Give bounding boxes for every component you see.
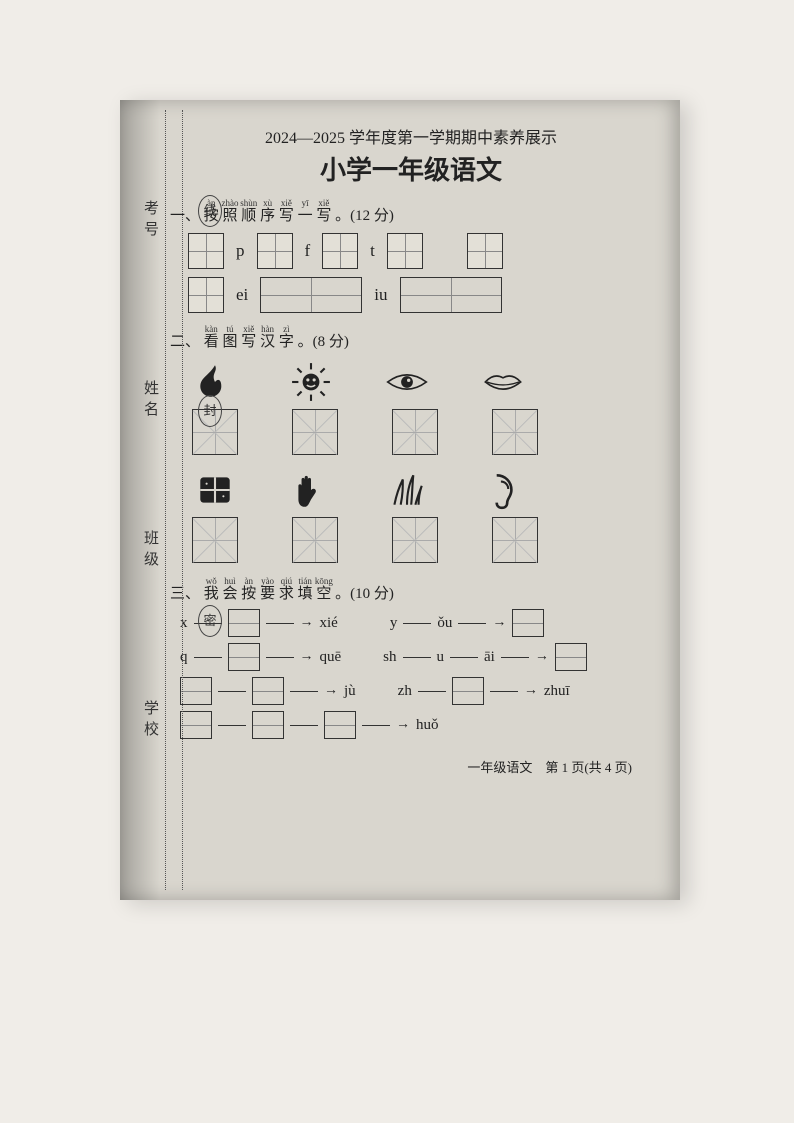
q1-row1: p f t [188,233,652,269]
pinyin-letter: u [437,649,445,666]
mouth-icon [482,361,524,403]
answer-box[interactable] [188,277,224,313]
answer-box-wide[interactable] [260,277,362,313]
mi-box[interactable] [292,517,338,563]
pinyin-target: zhuī [544,683,570,700]
mi-box[interactable] [492,409,538,455]
q3-body: x → xié y ǒu → q → quē sh u āi → → jù [180,609,652,739]
answer-box[interactable] [324,711,356,739]
answer-box[interactable] [180,677,212,705]
answer-box[interactable] [452,677,484,705]
answer-box[interactable] [188,233,224,269]
header-line2: 小学一年级语文 [170,150,652,187]
q1-tail: 。(12 分) [335,208,394,224]
pinyin-letter: zh [398,683,412,700]
mi-box[interactable] [292,409,338,455]
mi-box[interactable] [392,517,438,563]
answer-box-wide[interactable] [400,277,502,313]
arrow-icon: → [535,649,549,665]
q3-title: 三、 我wǒ 会huì 按àn 要yào 求qiú 填tián 空kōng 。(… [170,577,652,603]
q2-boxes-row2 [192,517,652,563]
hand-icon [290,469,332,511]
q2-icons-row1 [194,361,652,403]
arrow-icon: → [324,683,338,699]
q2-title: 二、 看kàn 图tú 写xiě 汉hàn 字zì 。(8 分) [170,325,652,351]
grass-icon [386,469,428,511]
q1-title: 一、 按àn 照zhào 顺shùn 序xù 写xiě 一yī 写xiě 。(1… [170,199,652,225]
pinyin-letter: ǒu [437,615,452,632]
eye-icon [386,361,428,403]
binding-label-class: 班级 [140,530,161,572]
pinyin-letter: sh [383,649,396,666]
answer-box[interactable] [252,711,284,739]
pinyin-target: jù [344,683,356,700]
q1-row2: ei iu [188,277,652,313]
binding-oval: 线 [198,195,222,227]
answer-box[interactable] [512,609,544,637]
arrow-icon: → [492,615,506,631]
binding-oval: 封 [198,395,222,427]
answer-box[interactable] [322,233,358,269]
mi-box[interactable] [492,517,538,563]
binding-line [165,110,183,890]
answer-box[interactable] [252,677,284,705]
q2-tail: 。(8 分) [298,334,349,350]
q2-icons-row2 [194,469,652,511]
mi-box[interactable] [192,517,238,563]
letter: f [305,241,311,261]
answer-box[interactable] [180,711,212,739]
answer-box[interactable] [387,233,423,269]
answer-box[interactable] [228,609,260,637]
letter: ei [236,285,248,305]
pinyin-letter: y [390,615,398,632]
mi-box[interactable] [392,409,438,455]
ear-icon [482,469,524,511]
pinyin-target: huǒ [416,717,439,734]
q2-boxes-row1 [192,409,652,455]
answer-box[interactable] [555,643,587,671]
answer-box[interactable] [257,233,293,269]
answer-box[interactable] [228,643,260,671]
page-footer: 一年级语文 第 1 页(共 4 页) [170,757,652,776]
binding-label-school: 学校 [140,700,161,742]
arrow-icon: → [300,649,314,665]
binding-label-examno: 考号 [140,200,161,242]
letter: p [236,241,245,261]
q3-tail: 。(10 分) [335,586,394,602]
binding-label-name: 姓名 [140,380,161,422]
header-line1: 2024—2025 学年度第一学期期中素养展示 [170,124,652,148]
letter: t [370,241,375,261]
sun-icon [290,361,332,403]
arrow-icon: → [300,615,314,631]
arrow-icon: → [396,717,410,733]
pinyin-target: quē [320,649,342,666]
pinyin-target: xié [320,615,338,632]
pinyin-letter: āi [484,649,495,666]
answer-box[interactable] [467,233,503,269]
arrow-icon: → [524,683,538,699]
letter: iu [374,285,387,305]
binding-oval: 密 [198,605,222,637]
field-icon [194,469,236,511]
